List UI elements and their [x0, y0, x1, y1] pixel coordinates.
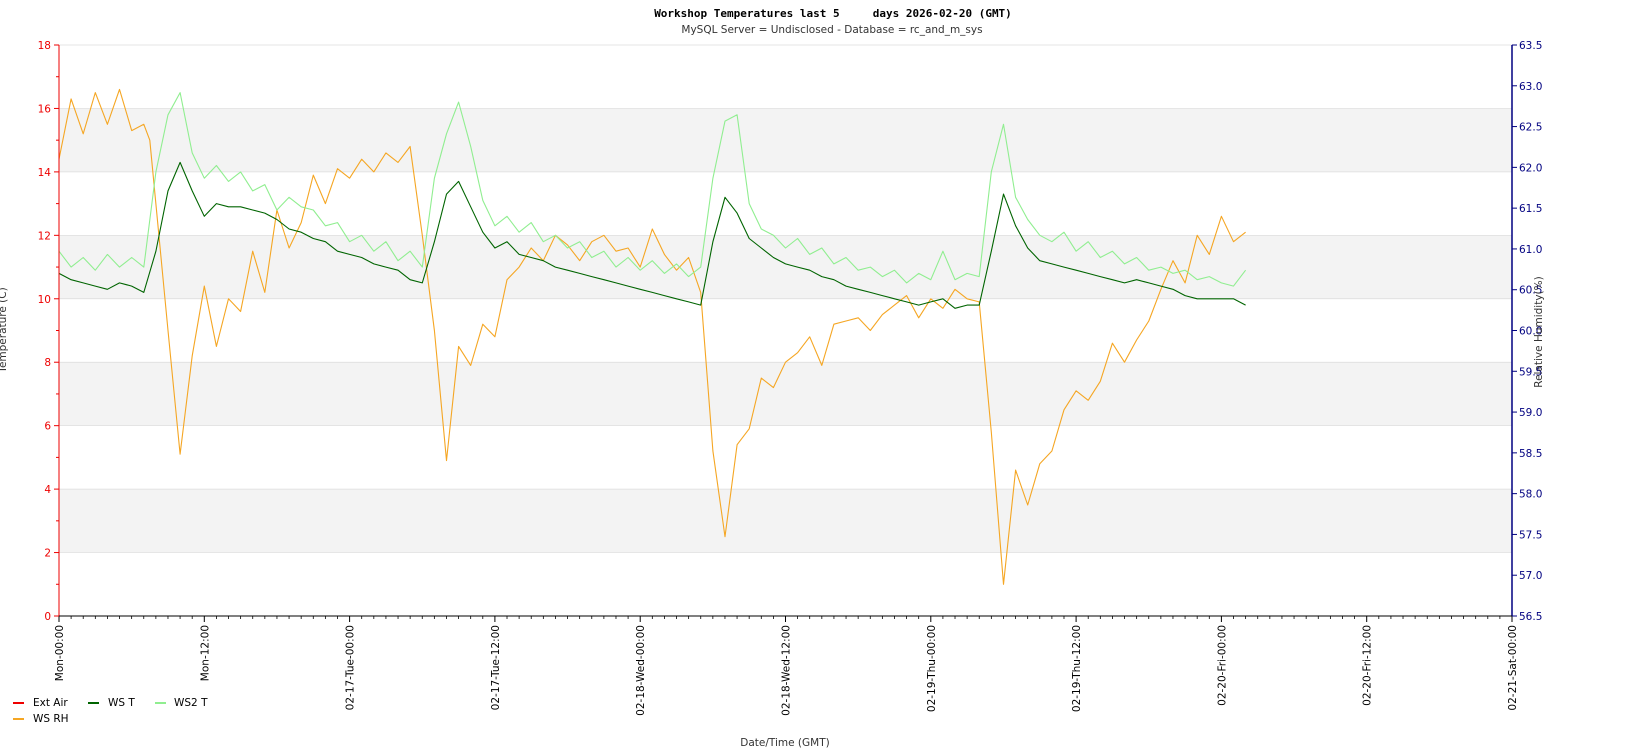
y-left-tick-label: 10 — [38, 294, 51, 306]
x-tick-label: 02-18-Wed-12:00 — [781, 625, 793, 716]
legend-label-ext-air: Ext Air — [33, 697, 68, 709]
background-band — [59, 362, 1512, 426]
y-left-tick-label: 8 — [44, 357, 51, 369]
x-tick-label: 02-21-Sat-00:00 — [1507, 625, 1519, 711]
background-bands — [59, 108, 1512, 553]
x-tick-label: Mon-12:00 — [199, 625, 211, 681]
y-right-tick-label: 62.5 — [1519, 122, 1542, 134]
y-left-tick-label: 12 — [38, 230, 51, 242]
x-tick-label: 02-17-Tue-00:00 — [345, 625, 357, 710]
series-line-ws-t — [58, 161, 1246, 309]
legend-label-ws-rh: WS RH — [33, 713, 69, 725]
y-right-tick-label: 59.5 — [1519, 366, 1542, 378]
y-axis-right: 56.5 57.0 57.5 58.0 58.5 59.0 59.5 60.0 60.5 61.0… — [1512, 40, 1542, 623]
x-tick-label: 02-18-Wed-00:00 — [635, 625, 647, 716]
y-right-tick-label: 58.0 — [1519, 489, 1542, 501]
legend: Ext Air WS T WS2 T WS RH — [13, 697, 208, 725]
series-line-ws2-t — [58, 92, 1247, 287]
y-right-tick-label: 56.5 — [1519, 611, 1542, 623]
y-left-tick-label: 0 — [44, 611, 51, 623]
y-right-tick-label: 63.5 — [1519, 40, 1542, 52]
y-left-tick-label: 4 — [44, 484, 51, 496]
y-right-tick-label: 57.0 — [1519, 570, 1542, 582]
x-axis: Mon-00:00 Mon-12:00 02-17-Tue-00:00 02-17-T… — [54, 616, 1519, 716]
y-left-tick-label: 18 — [38, 40, 51, 52]
y-left-tick-label: 16 — [38, 103, 52, 115]
y-right-tick-label: 60.0 — [1519, 326, 1542, 338]
background-band — [59, 489, 1512, 553]
y-right-tick-label: 61.5 — [1519, 203, 1542, 215]
y-right-tick-label: 62.0 — [1519, 162, 1542, 174]
x-tick-label: Mon-00:00 — [54, 625, 66, 681]
y-right-tick-label: 60.5 — [1519, 285, 1542, 297]
y-axis-left-label: Temperature (C) — [0, 287, 9, 373]
series-line-ws-rh — [58, 88, 1246, 585]
background-band — [59, 108, 1512, 172]
y-right-tick-label: 63.0 — [1519, 81, 1542, 93]
y-axis-left: 0 2 4 6 8 10 12 14 16 18 — [38, 40, 59, 623]
x-tick-label: 02-19-Thu-12:00 — [1071, 625, 1083, 712]
x-tick-label: 02-20-Fri-00:00 — [1216, 625, 1228, 706]
y-left-tick-label: 14 — [38, 167, 52, 179]
chart-title: Workshop Temperatures last 5 days 2026-0… — [654, 7, 1012, 20]
y-right-tick-label: 57.5 — [1519, 529, 1542, 541]
x-tick-label: 02-17-Tue-12:00 — [490, 625, 502, 710]
y-right-tick-label: 58.5 — [1519, 448, 1542, 460]
x-tick-label: 02-20-Fri-12:00 — [1362, 625, 1374, 706]
y-axis-right-label: Relative Humidity(%) — [1533, 276, 1545, 387]
x-axis-label: Date/Time (GMT) — [740, 737, 829, 749]
y-left-tick-label: 2 — [44, 548, 51, 560]
legend-label-ws-t: WS T — [108, 697, 135, 709]
legend-label-ws2-t: WS2 T — [174, 697, 208, 709]
background-band — [59, 235, 1512, 299]
y-left-tick-label: 6 — [44, 421, 51, 433]
chart-subtitle: MySQL Server = Undisclosed - Database = … — [681, 24, 982, 36]
series-lines — [58, 88, 1247, 585]
x-tick-label: 02-19-Thu-00:00 — [926, 625, 938, 712]
y-right-tick-label: 61.0 — [1519, 244, 1542, 256]
y-right-tick-label: 59.0 — [1519, 407, 1542, 419]
